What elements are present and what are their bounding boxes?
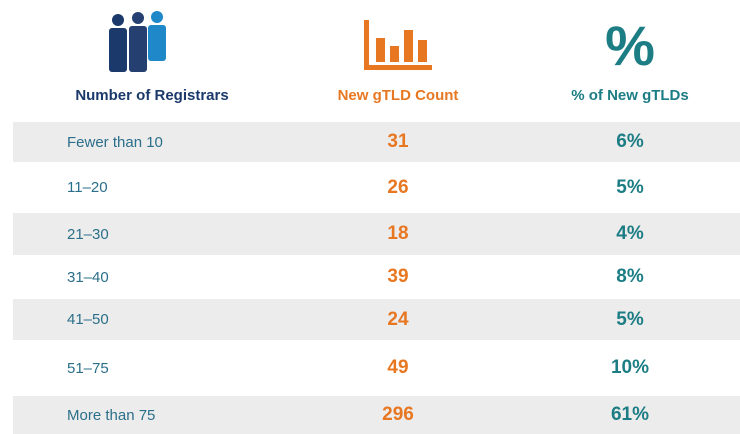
percent-cell: 4% [616,223,644,244]
percent-cell: 61% [610,404,650,425]
count-cell: 31 [387,131,409,152]
bar-icon [364,20,432,70]
percent-cell: 8% [616,266,644,287]
column-header: % of New gTLDs [571,87,689,104]
row-label: 51–75 [67,359,109,377]
table-row: More than 75 296 61% [13,396,740,434]
count-cell: 296 [382,404,414,425]
table-row: Fewer than 10 31 6% [13,122,740,162]
percent-icon: % [605,14,655,77]
table-row: 21–30 18 4% [13,213,740,255]
row-label: 31–40 [67,268,109,286]
row-label: 11–20 [67,179,108,196]
count-cell: 39 [387,266,409,287]
percent-cell: 5% [616,176,644,198]
percent-cell: 6% [616,131,644,152]
count-cell: 26 [387,176,409,198]
table-row: 41–50 24 5% [13,299,740,340]
row-label: 21–30 [67,225,109,243]
table-row: 51–75 49 10% [13,340,740,396]
count-cell: 18 [387,223,409,244]
row-label: 41–50 [67,311,109,328]
column-header: New gTLD Count [337,87,459,104]
row-label: Fewer than 10 [67,133,163,151]
percent-cell: 5% [616,308,644,330]
count-cell: 49 [387,357,409,378]
people-icon [109,11,166,72]
row-label: More than 75 [67,406,156,424]
count-cell: 24 [387,308,409,330]
table-row: 31–40 39 8% [13,255,740,299]
column-header: Number of Registrars [75,87,229,104]
percent-cell: 10% [610,357,650,378]
table-row: 11–20 26 5% [13,162,740,213]
